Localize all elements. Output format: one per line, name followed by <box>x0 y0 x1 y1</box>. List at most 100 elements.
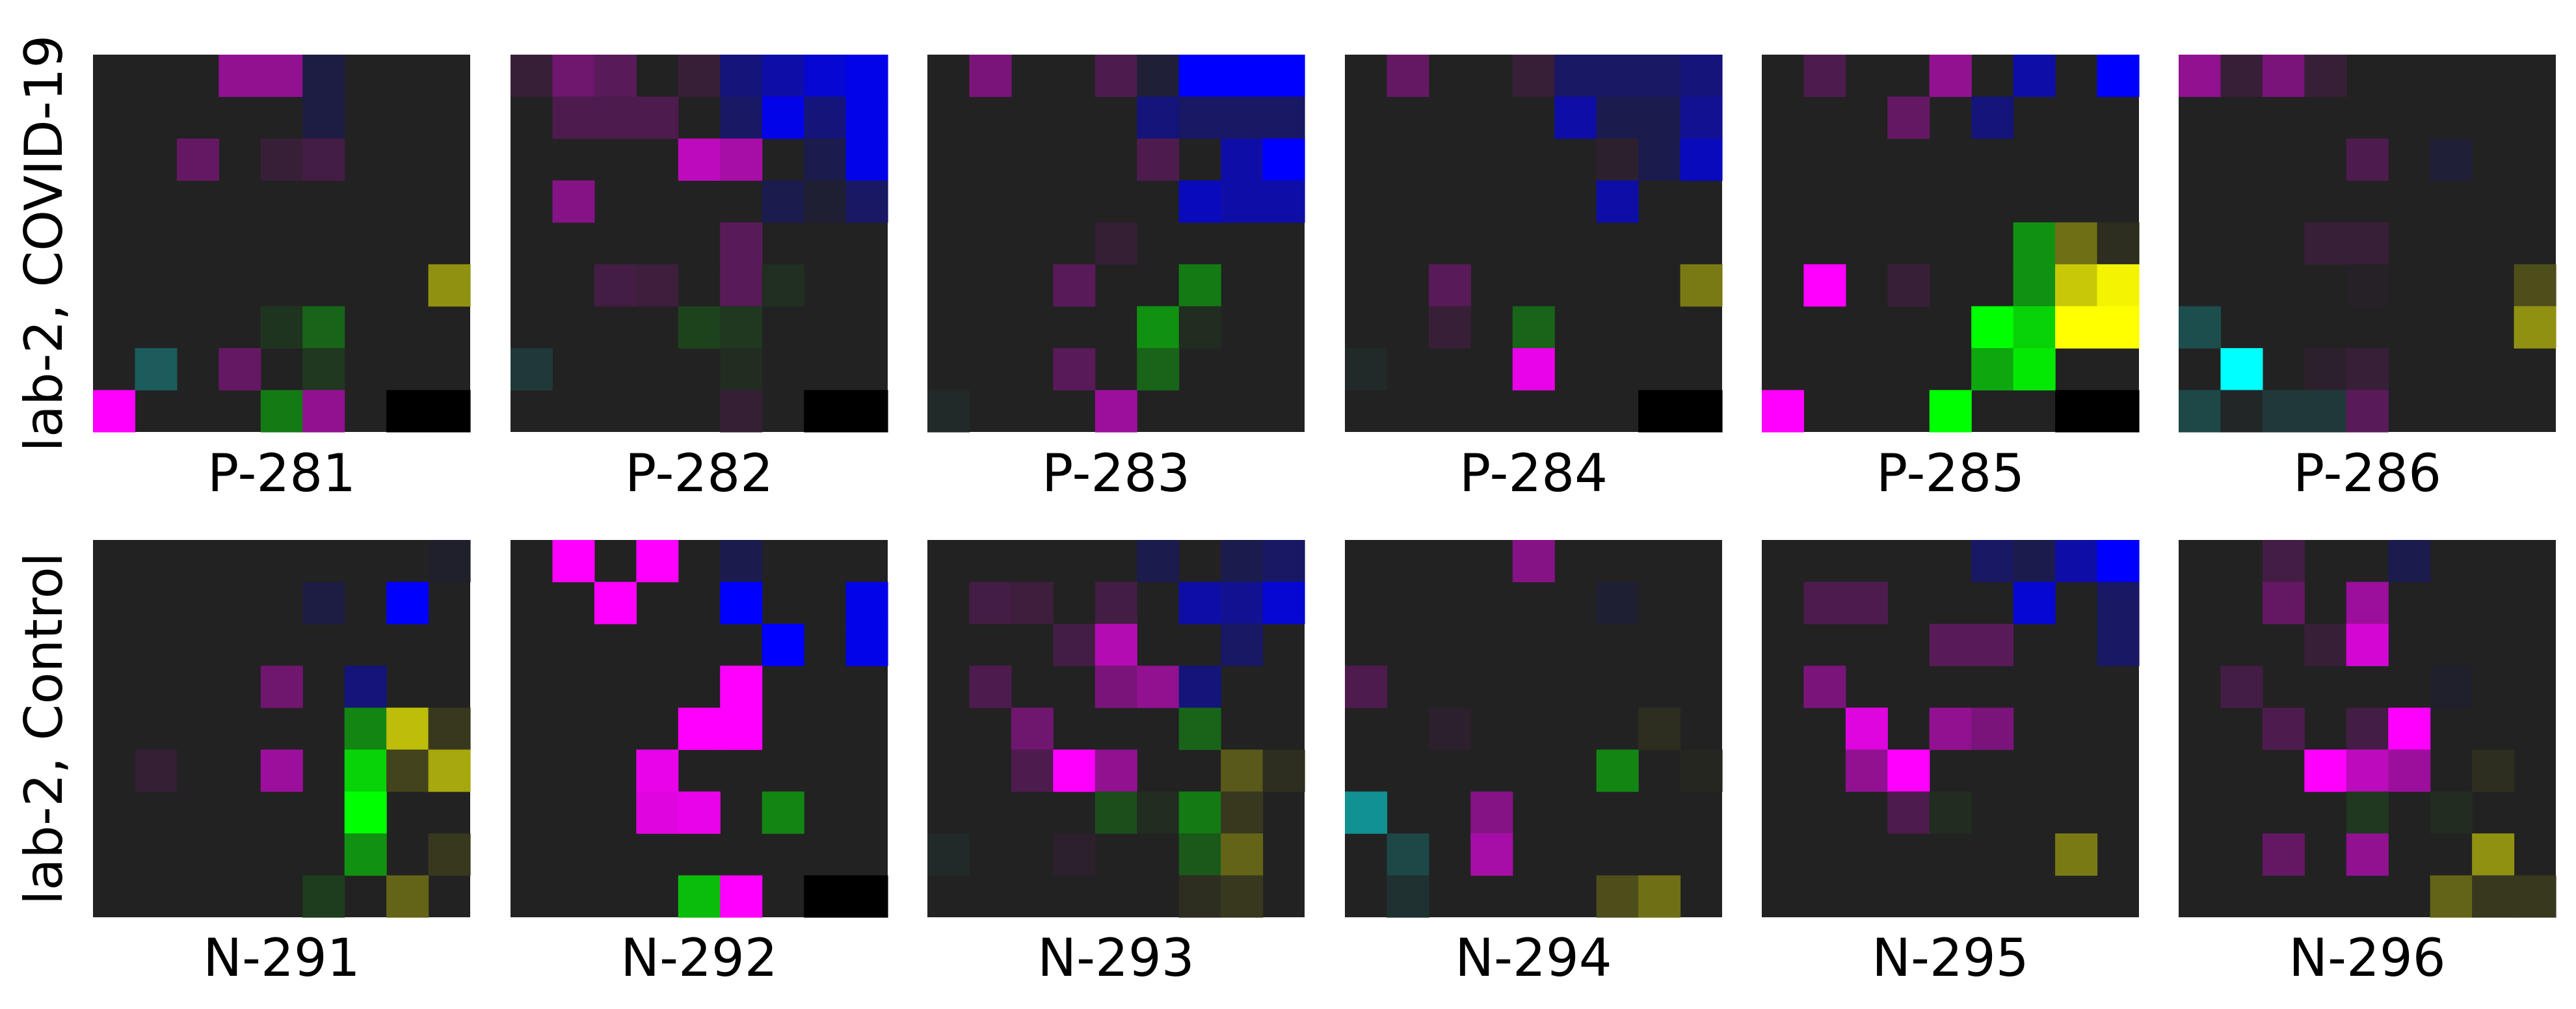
heatmap-cell <box>1221 55 1264 98</box>
heatmap-cell <box>1178 707 1221 750</box>
heatmap-cell <box>2262 833 2305 876</box>
heatmap-cell <box>1221 180 1264 223</box>
panel-label: N-291 <box>203 928 360 988</box>
heatmap-cell <box>594 582 637 625</box>
heatmap-cell <box>1095 582 1137 625</box>
heatmap-cell <box>804 138 847 181</box>
heatmap-cell <box>636 96 679 139</box>
heatmap-cell <box>2013 222 2056 265</box>
heatmap-cell <box>927 833 970 876</box>
row-label: lab-2, COVID-19 <box>14 35 74 452</box>
heatmap-cell <box>428 264 471 307</box>
heatmap-cell <box>2055 264 2098 307</box>
heatmap-cell <box>1596 749 1639 792</box>
heatmap-cell <box>344 791 387 834</box>
row-label: lab-2, Control <box>14 552 74 905</box>
heatmap-cell <box>1596 875 1639 918</box>
heatmap-cell <box>2055 306 2098 349</box>
panel-label: P-285 <box>1876 443 2025 504</box>
heatmap-cell <box>678 707 721 750</box>
heatmap-cell <box>1178 666 1221 708</box>
heatmap-panel <box>1762 540 2140 917</box>
heatmap-cell <box>969 666 1012 708</box>
heatmap-cell <box>762 623 804 666</box>
heatmap-cell <box>1512 540 1555 583</box>
heatmap-cell <box>2346 623 2389 666</box>
heatmap-cell <box>1053 623 1096 666</box>
heatmap-cell <box>1638 138 1681 181</box>
heatmap-cell <box>720 264 763 307</box>
heatmap-cell <box>1929 791 1972 834</box>
heatmap-cell <box>1929 55 1972 98</box>
heatmap-cell <box>762 55 804 98</box>
panel-label: P-281 <box>207 443 356 504</box>
heatmap-cell <box>1971 96 2014 139</box>
heatmap-cell <box>2179 306 2222 349</box>
heatmap-cell <box>1221 791 1264 834</box>
heatmap-panel <box>93 540 471 918</box>
heatmap-cell <box>1011 707 1054 750</box>
heatmap-cell <box>1137 138 1180 181</box>
heatmap-cell <box>386 582 429 625</box>
heatmap-cell <box>804 390 847 433</box>
heatmap-cell <box>260 138 303 181</box>
heatmap-cell <box>1095 749 1137 792</box>
heatmap-cell <box>1470 791 1513 834</box>
heatmap-cell <box>2472 749 2515 792</box>
heatmap-cell <box>344 749 387 792</box>
heatmap-cell <box>2346 138 2389 181</box>
heatmap-cell <box>1845 707 1888 750</box>
heatmap-cell <box>1221 138 1264 181</box>
heatmap-cell <box>1178 55 1221 98</box>
heatmap-cell <box>1178 791 1221 834</box>
heatmap-cell <box>1262 749 1305 792</box>
heatmap-cell <box>1137 348 1180 391</box>
heatmap-cell <box>1596 180 1639 223</box>
heatmap-cell <box>2097 222 2140 265</box>
heatmap-cell <box>1221 582 1264 625</box>
heatmap-cell <box>2055 390 2098 433</box>
heatmap-cell <box>302 96 345 139</box>
heatmap-cell <box>1095 390 1137 433</box>
heatmap-cell <box>762 96 804 139</box>
heatmap-cell <box>344 666 387 708</box>
heatmap-cell <box>1221 623 1264 666</box>
heatmap-cell <box>1929 707 1972 750</box>
heatmap-cell <box>428 540 471 583</box>
heatmap-cell <box>1887 749 1930 792</box>
heatmap-cell <box>2514 875 2556 918</box>
heatmap-cell <box>1095 55 1137 98</box>
heatmap-cell <box>2262 582 2305 625</box>
heatmap-cell <box>1596 582 1639 625</box>
heatmap-cell <box>1053 749 1096 792</box>
heatmap-cell <box>2346 264 2389 307</box>
heatmap-cell <box>2262 55 2305 98</box>
heatmap-cell <box>636 264 679 307</box>
heatmap-cell <box>1845 749 1888 792</box>
heatmap-cell <box>1680 264 1723 307</box>
heatmap-cell <box>2304 348 2347 391</box>
heatmap-cell <box>1971 348 2014 391</box>
heatmap-cell <box>1887 791 1930 834</box>
heatmap-cell <box>1803 582 1846 625</box>
heatmap-cell <box>1262 180 1305 223</box>
heatmap-cell <box>720 582 763 625</box>
heatmap-panel <box>927 55 1305 433</box>
heatmap-cell <box>260 55 303 98</box>
heatmap-cell <box>135 348 178 391</box>
heatmap-panel <box>2179 55 2556 433</box>
heatmap-cell <box>2013 264 2056 307</box>
heatmap-panel <box>927 540 1305 918</box>
heatmap-panel <box>1345 55 1723 433</box>
heatmap-cell <box>804 96 847 139</box>
heatmap-cell <box>260 306 303 349</box>
heatmap-cell <box>511 55 553 98</box>
heatmap-cell <box>1178 306 1221 349</box>
heatmap-cell <box>2304 623 2347 666</box>
panel-label: N-292 <box>620 928 777 988</box>
heatmap-cell <box>636 749 679 792</box>
heatmap-cell <box>1095 666 1137 708</box>
heatmap-cell <box>1887 264 1930 307</box>
heatmap-cell <box>1596 138 1639 181</box>
